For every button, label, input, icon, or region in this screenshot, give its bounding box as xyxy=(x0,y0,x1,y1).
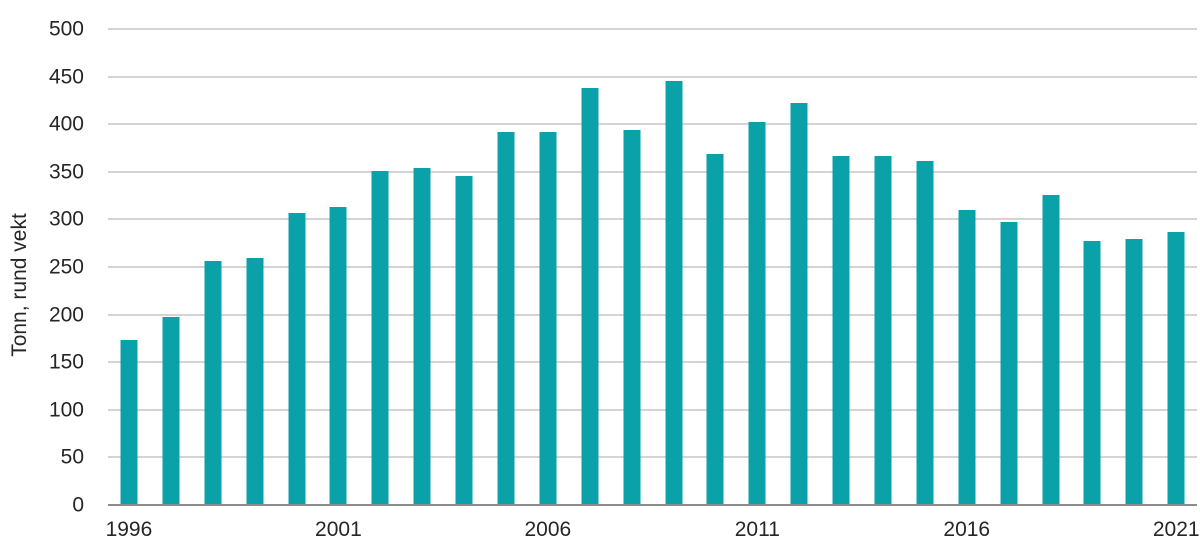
bar-2009 xyxy=(665,81,683,505)
bar-column-2010 xyxy=(694,29,736,505)
x-tick-label: 2006 xyxy=(524,518,572,541)
bar-1998 xyxy=(204,261,222,505)
bar-2011 xyxy=(748,122,766,505)
bar-2008 xyxy=(623,129,641,505)
x-tick-label: 1996 xyxy=(105,518,153,541)
bar-column-2003 xyxy=(401,29,443,505)
bar-column-2011: 2011 xyxy=(735,29,780,541)
gridline xyxy=(108,361,1197,363)
x-tick-label: 2016 xyxy=(943,518,991,541)
bar-column-1997 xyxy=(150,29,192,505)
gridline xyxy=(108,456,1197,458)
bar-column-2017 xyxy=(988,29,1030,505)
bar-column-2005 xyxy=(485,29,527,505)
y-tick-label: 350 xyxy=(48,160,84,184)
bar-2015 xyxy=(916,161,934,505)
plot-area: 1996 2001 2006 2011 2016 2021 xyxy=(106,28,1200,541)
y-tick-label: 200 xyxy=(48,303,84,327)
bar-2016 xyxy=(958,209,976,505)
y-axis-tick-labels: 0 50 100 150 200 250 300 350 400 450 500 xyxy=(0,19,96,516)
x-axis-line xyxy=(108,504,1197,506)
bar-column-2013 xyxy=(820,29,862,505)
bar-1999 xyxy=(246,258,264,505)
bar-2006 xyxy=(539,131,557,505)
gridline xyxy=(108,123,1197,125)
bar-column-2001: 2001 xyxy=(315,29,362,541)
x-tick-label: 2001 xyxy=(315,518,362,541)
bar-column-2000 xyxy=(276,29,318,505)
y-tick-label: 250 xyxy=(48,255,84,279)
y-tick-label: 400 xyxy=(48,112,84,136)
bar-column-2021: 2021 xyxy=(1153,29,1200,541)
bar-2018 xyxy=(1042,194,1060,505)
bar-column-2007 xyxy=(569,29,611,505)
bar-column-2006: 2006 xyxy=(524,29,571,541)
gridline xyxy=(108,266,1197,268)
bar-2013 xyxy=(832,155,850,505)
bar-column-2008 xyxy=(611,29,653,505)
bar-2004 xyxy=(455,175,473,505)
bar-2007 xyxy=(581,88,599,505)
y-tick-label: 300 xyxy=(48,207,84,231)
y-tick-label: 0 xyxy=(72,493,84,517)
bar-1996 xyxy=(120,340,138,505)
y-tick-label: 100 xyxy=(48,398,84,422)
bar-column-1996: 1996 xyxy=(106,29,152,541)
bar-column-1998 xyxy=(192,29,234,505)
bar-2010 xyxy=(706,153,724,505)
y-tick-label: 500 xyxy=(48,17,84,41)
bars: 1996 2001 2006 2011 2016 2021 xyxy=(106,29,1200,541)
x-tick-label: 2021 xyxy=(1152,518,1200,541)
bar-column-2002 xyxy=(359,29,401,505)
bar-1997 xyxy=(162,317,180,505)
bar-2021 xyxy=(1167,231,1185,505)
bar-column-2020 xyxy=(1113,29,1155,505)
y-tick-label: 50 xyxy=(60,445,84,469)
bar-column-2018 xyxy=(1030,29,1072,505)
bar-2019 xyxy=(1083,241,1101,505)
bar-2020 xyxy=(1125,239,1143,505)
gridline xyxy=(108,171,1197,173)
bar-column-2015 xyxy=(904,29,946,505)
y-tick-label: 150 xyxy=(48,350,84,374)
gridline xyxy=(108,409,1197,411)
gridline xyxy=(108,28,1197,30)
gridline xyxy=(108,314,1197,316)
bar-2001 xyxy=(329,207,347,505)
bar-column-2009 xyxy=(653,29,695,505)
bar-2000 xyxy=(288,212,305,505)
bar-2017 xyxy=(1000,222,1018,505)
bar-2003 xyxy=(413,168,431,505)
bar-column-2004 xyxy=(443,29,485,505)
bar-2002 xyxy=(371,170,389,505)
bar-column-2014 xyxy=(862,29,904,505)
bar-column-2016: 2016 xyxy=(943,29,990,541)
bar-column-2012 xyxy=(778,29,820,505)
bar-column-1999 xyxy=(234,29,276,505)
x-tick-label: 2011 xyxy=(734,518,780,541)
bar-2012 xyxy=(790,103,808,505)
bar-2005 xyxy=(497,131,515,505)
y-tick-label: 450 xyxy=(48,65,84,89)
bar-column-2019 xyxy=(1071,29,1113,505)
gridline xyxy=(108,218,1197,220)
bar-2014 xyxy=(874,155,892,505)
gridline xyxy=(108,76,1197,78)
